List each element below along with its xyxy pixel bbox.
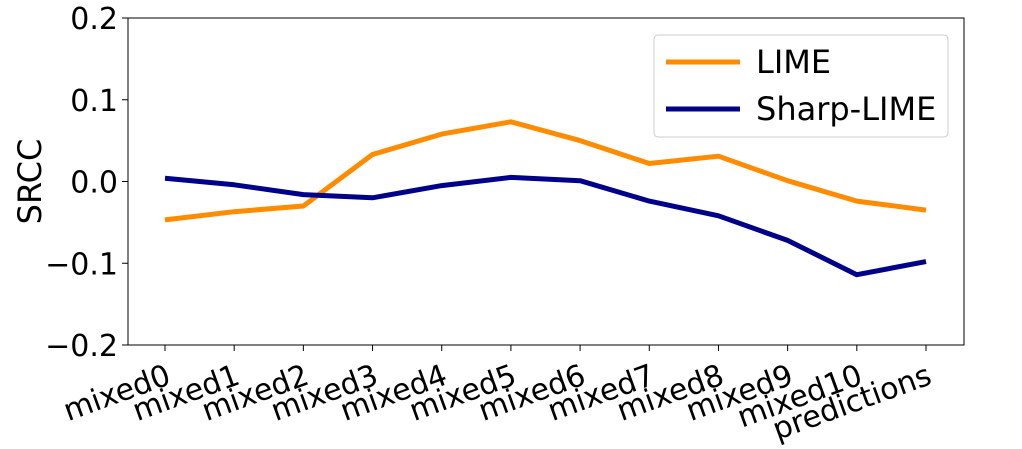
legend-label: Sharp-LIME <box>756 90 936 128</box>
legend: LIME Sharp-LIME <box>653 34 949 138</box>
y-tick-label: −0.2 <box>45 329 118 364</box>
y-tick-label: 0.2 <box>70 2 118 37</box>
series-line-sharp-lime <box>164 174 927 278</box>
y-tick-label: −0.1 <box>45 247 118 282</box>
y-tick-label: 0.1 <box>70 84 118 119</box>
y-axis-title: SRCC <box>11 139 49 225</box>
y-axis: −0.2 −0.1 0.0 0.1 0.2 <box>45 2 128 364</box>
x-axis: mixed0mixed1mixed2mixed3mixed4mixed5mixe… <box>59 345 936 448</box>
legend-label: LIME <box>756 43 831 81</box>
y-tick-label: 0.0 <box>70 166 118 201</box>
series-line-lime <box>164 119 927 223</box>
chart-marks <box>164 119 927 278</box>
